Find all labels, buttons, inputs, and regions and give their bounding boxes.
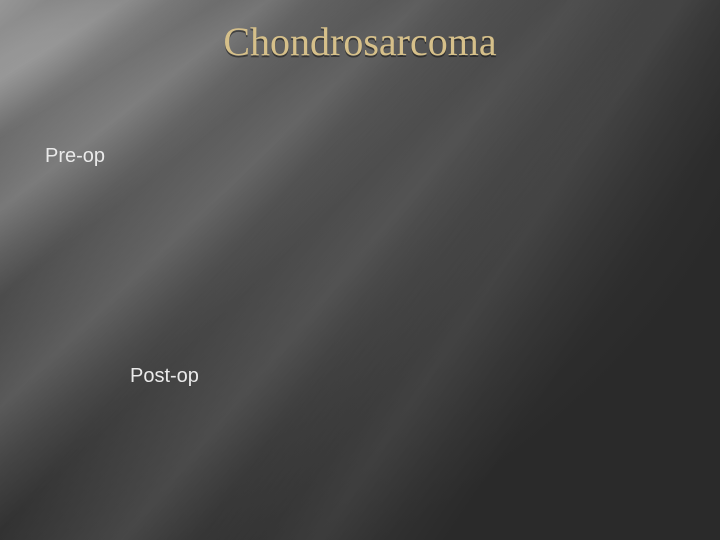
slide-title-text: Chondrosarcoma (223, 19, 496, 64)
slide-container: Chondrosarcoma Chondrosarcoma Pre-op Pos… (0, 0, 720, 540)
slide-title: Chondrosarcoma Chondrosarcoma (0, 18, 720, 65)
label-pre-op: Pre-op (45, 145, 105, 168)
label-post-op: Post-op (130, 365, 199, 388)
background-light-rays (0, 0, 720, 540)
